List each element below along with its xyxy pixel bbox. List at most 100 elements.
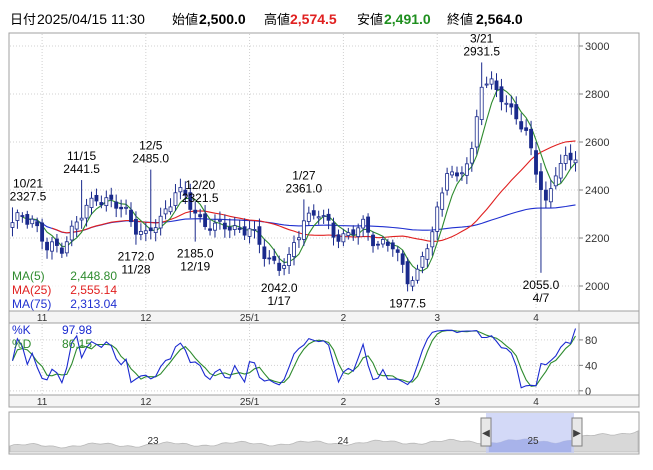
- candle: [20, 212, 25, 223]
- candle: [435, 201, 440, 241]
- nav-label-24: 24: [337, 436, 349, 447]
- candle-body: [148, 227, 153, 232]
- ma75-legend-name: MA(75): [12, 297, 51, 311]
- navigator-left-handle[interactable]: ◀: [480, 417, 492, 447]
- candle-body: [336, 234, 341, 242]
- candle-body: [464, 163, 469, 176]
- right-handle-arrow-icon: ▶: [573, 428, 581, 439]
- candle-body: [524, 127, 529, 131]
- candle-body: [193, 209, 198, 214]
- candle: [568, 144, 573, 169]
- stochastic-xaxis-label: 12: [140, 397, 152, 408]
- candle: [40, 218, 45, 250]
- candle-body: [331, 222, 336, 238]
- candle: [277, 255, 282, 276]
- candle: [168, 198, 173, 215]
- candle: [148, 169, 153, 240]
- candle: [262, 238, 267, 267]
- candle-body: [321, 215, 326, 217]
- candle-body: [484, 83, 489, 86]
- candle-body: [138, 231, 143, 235]
- candle-body: [573, 159, 578, 164]
- stochastic-xaxis-strip: [8, 394, 640, 408]
- candle: [341, 228, 346, 247]
- candle: [222, 214, 227, 238]
- candle-body: [54, 238, 59, 246]
- price-xaxis-label: 3: [434, 313, 440, 324]
- candle: [346, 227, 351, 240]
- candle: [558, 154, 563, 183]
- price-annotation: 2185.012/19: [177, 247, 214, 274]
- candle-body: [232, 225, 237, 230]
- candle: [153, 219, 158, 242]
- high-label: 高値: [264, 12, 290, 27]
- candle-body: [119, 206, 124, 210]
- candle: [351, 225, 356, 241]
- candle-body: [84, 204, 89, 219]
- candle: [50, 236, 54, 260]
- candle: [267, 250, 272, 265]
- candle: [440, 187, 445, 217]
- candle-body: [509, 103, 514, 108]
- candle: [252, 221, 257, 239]
- price-header: 日付 2025/04/15 11:30 始値 2,500.0 高値 2,574.…: [10, 11, 523, 27]
- candle-body: [380, 239, 385, 245]
- candle-body: [400, 253, 405, 265]
- candle-body: [306, 212, 311, 222]
- candle: [420, 251, 425, 274]
- candle: [366, 213, 371, 241]
- candle: [400, 250, 405, 273]
- ma75-legend-value: 2,313.04: [70, 297, 117, 311]
- candle: [45, 237, 49, 259]
- candle: [385, 239, 390, 252]
- candle: [326, 208, 331, 230]
- candle: [59, 242, 64, 258]
- annotation-value: 2042.0: [261, 281, 298, 295]
- candle: [553, 167, 558, 190]
- candle: [74, 216, 79, 238]
- navigator-right-handle[interactable]: ▶: [571, 417, 583, 447]
- candle: [129, 202, 133, 227]
- stoch-d-legend-name: %D: [12, 337, 32, 351]
- price-tick-label: 2200: [585, 233, 609, 245]
- candle: [529, 120, 534, 156]
- candle: [415, 264, 420, 284]
- candle-body: [316, 216, 321, 219]
- candle: [361, 215, 366, 237]
- candle: [292, 235, 296, 266]
- candle: [539, 163, 543, 273]
- stochastic-xaxis-label: 3: [434, 397, 440, 408]
- candle-body: [292, 242, 296, 257]
- candle: [524, 119, 529, 136]
- candle: [405, 257, 410, 292]
- annotation-value: 2361.0: [286, 181, 323, 195]
- range-navigator[interactable]: ◀ ▶ 23 24 25: [8, 411, 640, 455]
- candle-body: [94, 194, 99, 202]
- candle-body: [297, 237, 301, 241]
- candle-body: [504, 102, 509, 105]
- candle-body: [45, 241, 49, 251]
- stochastic-d-line: [11, 329, 576, 387]
- candle: [188, 183, 193, 219]
- candle-body: [104, 197, 109, 207]
- candle-body: [168, 206, 173, 213]
- candle: [25, 210, 30, 229]
- candle-body: [99, 202, 104, 206]
- candle-body: [282, 265, 287, 269]
- annotation-value: 2327.5: [10, 189, 47, 203]
- navigator-selection-area: [488, 438, 572, 452]
- candle: [395, 246, 400, 262]
- candle: [35, 217, 40, 233]
- candle-body: [371, 234, 375, 247]
- candle: [124, 199, 129, 215]
- candle: [10, 207, 15, 237]
- candle-body: [563, 154, 568, 164]
- close-label: 終値: [447, 12, 473, 27]
- left-handle-arrow-icon: ◀: [482, 428, 490, 439]
- stochastic-panel-border: [8, 322, 640, 396]
- candle: [54, 233, 59, 253]
- candle: [479, 62, 484, 126]
- candle-body: [242, 226, 247, 236]
